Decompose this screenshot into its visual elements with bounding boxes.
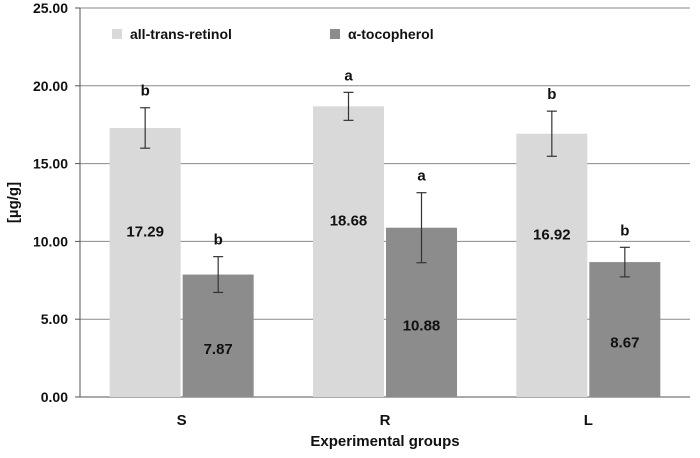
bars bbox=[109, 106, 661, 398]
value-label: 18.68 bbox=[330, 213, 368, 230]
legend-label-tocopherol: α-tocopherol bbox=[348, 26, 434, 42]
bar bbox=[182, 274, 254, 397]
category-label: S bbox=[177, 412, 187, 429]
y-tick-label: 15.00 bbox=[33, 156, 68, 172]
significance-letter: b bbox=[620, 222, 629, 239]
legend-label-retinol: all-trans-retinol bbox=[130, 26, 232, 42]
legend-swatch-tocopherol bbox=[330, 29, 340, 39]
significance-letter: b bbox=[141, 83, 150, 100]
y-tick-label: 5.00 bbox=[41, 311, 68, 327]
grid-lines bbox=[80, 7, 690, 320]
legend: all-trans-retinol α-tocopherol bbox=[112, 26, 434, 42]
bar bbox=[516, 133, 588, 397]
error-bars bbox=[140, 91, 630, 294]
y-tick-label: 10.00 bbox=[33, 233, 68, 249]
value-labels: 17.29 7.87 18.68 10.88 16.92 8.67 bbox=[126, 213, 639, 358]
value-label: 8.67 bbox=[610, 335, 639, 352]
significance-letter: b bbox=[214, 232, 223, 249]
category-label: L bbox=[584, 412, 593, 429]
y-tick-labels: 0.00 5.00 10.00 15.00 20.00 25.00 bbox=[33, 0, 80, 405]
significance-labels: b b a a b b bbox=[141, 67, 630, 248]
x-axis-title: Experimental groups bbox=[310, 433, 459, 450]
y-tick-label: 0.00 bbox=[41, 389, 68, 405]
significance-letter: a bbox=[344, 67, 353, 84]
value-label: 10.88 bbox=[403, 317, 441, 334]
y-axis-title: [µg/g] bbox=[5, 182, 22, 223]
category-label: R bbox=[380, 412, 391, 429]
y-tick-label: 25.00 bbox=[33, 0, 68, 16]
value-label: 7.87 bbox=[204, 341, 233, 358]
bar bbox=[589, 262, 661, 397]
bar bbox=[109, 127, 181, 398]
significance-letter: a bbox=[417, 168, 426, 185]
value-label: 17.29 bbox=[126, 223, 164, 240]
value-label: 16.92 bbox=[533, 226, 571, 243]
axes bbox=[79, 8, 690, 398]
legend-swatch-retinol bbox=[112, 29, 122, 39]
bar bbox=[313, 106, 384, 397]
significance-letter: b bbox=[547, 86, 556, 103]
y-tick-label: 20.00 bbox=[33, 78, 68, 94]
